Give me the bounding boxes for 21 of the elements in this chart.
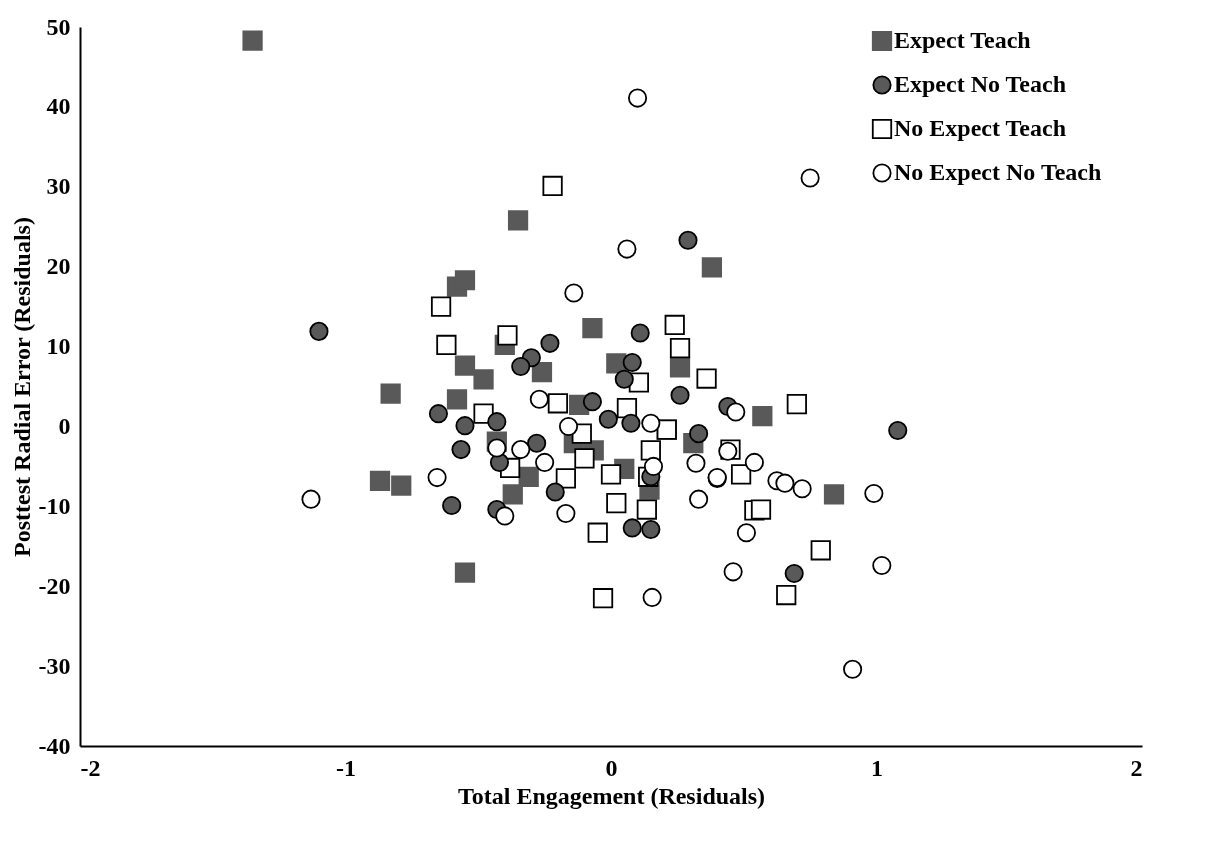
legend-label: Expect No Teach	[894, 71, 1067, 97]
y-tick-label: 40	[46, 93, 71, 120]
legend-label: No Expect No Teach	[894, 159, 1102, 185]
y-tick-label: 30	[46, 173, 71, 200]
y-tick-label: 0	[58, 412, 71, 439]
x-tick-label: -2	[80, 754, 101, 781]
x-tick-label: 1	[871, 754, 883, 781]
y-tick-label: 10	[46, 333, 71, 360]
legend-label: No Expect Teach	[894, 115, 1067, 141]
x-tick-label: -1	[336, 754, 356, 781]
y-tick-label: -20	[38, 572, 71, 599]
y-tick-label: 50	[46, 13, 71, 40]
x-axis-title: Total Engagement (Residuals)	[457, 782, 766, 809]
x-tick-label: 2	[1130, 754, 1143, 781]
y-tick-label: -10	[38, 492, 71, 519]
y-tick-label: -30	[38, 652, 71, 679]
y-tick-label: 20	[46, 253, 71, 280]
legend-label: Expect Teach	[894, 27, 1031, 53]
y-axis-title: Posttest Radial Error (Residuals)	[8, 217, 35, 557]
x-tick-label: 0	[605, 754, 618, 781]
y-tick-label: -40	[38, 732, 71, 759]
